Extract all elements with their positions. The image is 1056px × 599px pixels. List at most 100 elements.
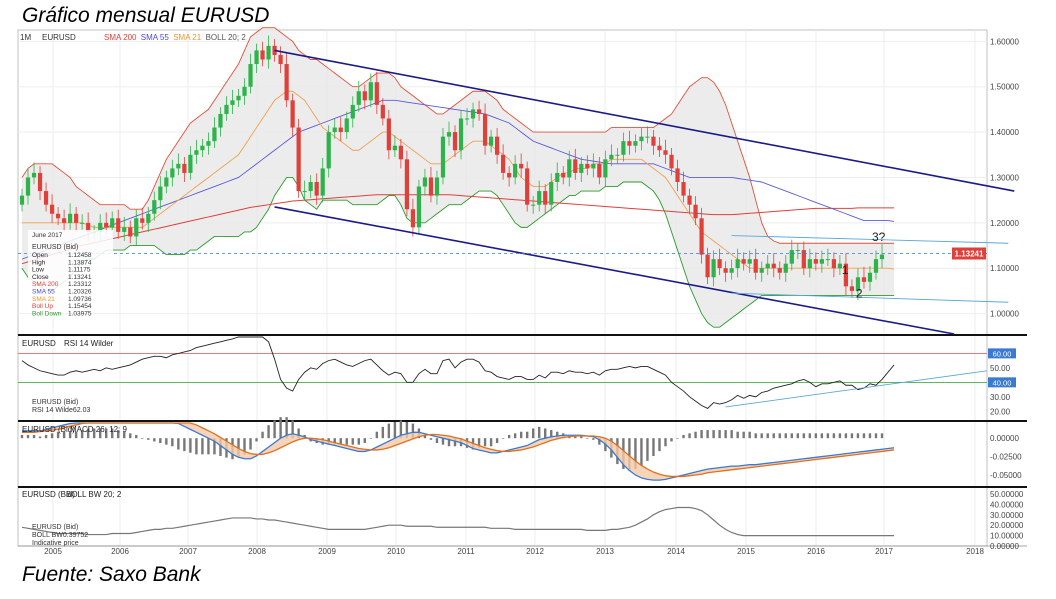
macd-histogram-bar <box>658 438 661 452</box>
x-tick-label: 2013 <box>596 547 614 556</box>
candle-body <box>669 154 674 169</box>
candle-body <box>254 50 259 65</box>
candle-body <box>639 136 644 142</box>
sma21-line <box>22 90 895 270</box>
candle-body <box>687 195 692 205</box>
macd-histogram-bar <box>441 438 445 445</box>
header-indicator-1: SMA 55 <box>141 33 170 42</box>
candle-body <box>49 204 55 214</box>
macd-histogram-bar <box>279 417 282 439</box>
candle-body <box>422 177 428 187</box>
macd-y-tick-label: 0.00000 <box>990 434 1019 443</box>
candle-body <box>470 109 476 119</box>
macd-histogram-bar <box>111 428 114 439</box>
candle-body <box>380 104 385 119</box>
candle-body <box>753 259 758 273</box>
macd-histogram-bar <box>104 428 108 439</box>
candle-body <box>182 163 187 173</box>
rsi-40-badge-label: 40.00 <box>993 378 1012 387</box>
info-row-value: 1.13874 <box>68 259 92 266</box>
macd-histogram-bar <box>802 433 806 439</box>
info-row-label: Boll Down <box>32 310 62 317</box>
bollinger-band-fill <box>22 27 895 328</box>
macd-histogram-bar <box>429 438 433 440</box>
x-tick-label: 2016 <box>807 547 825 556</box>
macd-histogram-bar <box>86 428 90 439</box>
candle-body <box>212 127 217 142</box>
rsi-legend-value: RSI 14 Wilde62.03 <box>32 407 90 414</box>
candle-body <box>633 141 638 146</box>
x-tick-label: 2011 <box>457 547 475 556</box>
bw-y-tick-label: 0.00000 <box>990 542 1019 551</box>
macd-histogram-bar <box>219 438 222 456</box>
info-row-label: SMA 200 <box>32 281 59 288</box>
candle-body <box>819 259 824 264</box>
macd-histogram-bar <box>706 430 709 439</box>
candle-body <box>615 154 620 156</box>
macd-histogram-bar <box>748 431 751 439</box>
candle-body <box>867 272 873 282</box>
macd-y-tick-label: -0.05000 <box>990 471 1022 480</box>
macd-histogram-bar <box>147 438 150 440</box>
candle-body <box>296 127 301 192</box>
candle-body <box>428 177 434 196</box>
candle-body <box>543 191 548 205</box>
candle-body <box>573 159 578 173</box>
macd-histogram-bar <box>868 433 872 439</box>
rsi-y-tick-label: 50.00 <box>990 364 1011 373</box>
bw-title: BOLL BW 20; 2 <box>66 490 122 499</box>
bw-y-tick-label: 50.00000 <box>990 490 1024 499</box>
y-tick-label: 1.10000 <box>990 264 1019 273</box>
macd-histogram-bar <box>345 438 348 445</box>
info-box-bg <box>28 230 113 313</box>
macd-histogram-bar <box>634 438 637 469</box>
macd-histogram-bar <box>195 438 198 455</box>
info-row-value: 1.13241 <box>68 274 92 281</box>
macd-histogram-bar <box>68 431 72 439</box>
macd-histogram-bar <box>507 434 511 439</box>
macd-histogram-bar <box>249 438 252 450</box>
candle-body <box>332 127 337 133</box>
x-tick-label: 2006 <box>111 547 129 556</box>
macd-histogram-bar <box>333 438 336 445</box>
candle-body <box>122 227 127 232</box>
macd-histogram-bar <box>718 430 721 439</box>
rsi-trendline <box>725 370 988 408</box>
macd-histogram-bar <box>772 433 775 439</box>
x-tick-label: 2007 <box>179 547 197 556</box>
bollbw-line <box>21 506 895 537</box>
macd-histogram-bar <box>201 438 204 455</box>
macd-histogram-bar <box>74 431 78 439</box>
candle-body <box>717 259 722 269</box>
candle-body <box>645 136 650 138</box>
macd-histogram-bar <box>387 423 391 439</box>
candle-body <box>729 268 734 273</box>
candle-body <box>98 222 103 232</box>
candle-body <box>140 218 145 223</box>
rsi-y-tick-label: 20.00 <box>990 407 1011 416</box>
candle-body <box>476 109 482 114</box>
candle-body <box>110 218 115 228</box>
macd-histogram-bar <box>285 417 288 439</box>
macd-histogram-bar <box>381 426 385 439</box>
macd-histogram-bar <box>453 438 457 447</box>
candle-body <box>765 263 770 269</box>
info-row-label: High <box>32 259 46 266</box>
macd-histogram-bar <box>880 433 884 439</box>
macd-histogram-bar <box>766 433 769 439</box>
candle-body <box>74 213 79 223</box>
candle-body <box>855 277 861 291</box>
macd-histogram-bar <box>784 433 787 439</box>
bw-legend-symbol: EURUSD (Bid) <box>32 524 78 531</box>
candle-body <box>374 82 379 105</box>
x-tick-label: 2008 <box>248 547 266 556</box>
candle-body <box>482 113 488 146</box>
bw-y-tick-label: 30.00000 <box>990 511 1024 520</box>
macd-histogram-bar <box>405 422 409 439</box>
info-row-label: SMA 55 <box>32 289 55 296</box>
x-tick-label: 2015 <box>737 547 755 556</box>
macd-histogram-bar <box>98 428 102 439</box>
candle-body <box>104 222 109 228</box>
candle-body <box>176 163 181 169</box>
